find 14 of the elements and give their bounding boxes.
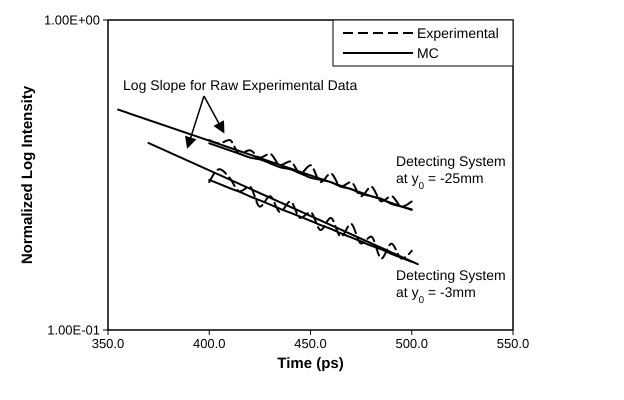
legend-label: MC [417, 45, 439, 61]
x-tick-label: 550.0 [496, 336, 530, 351]
x-tick-label: 450.0 [294, 336, 327, 351]
legend-label: Experimental [417, 25, 499, 41]
x-tick-label: 500.0 [395, 336, 428, 351]
y-tick-label: 1.00E+00 [44, 12, 100, 28]
x-axis-title: Time (ps) [277, 355, 344, 372]
annotation: Detecting System at y$_{0}$ = -3mm [396, 267, 506, 306]
y-axis-title: Normalized Log Intensity [19, 85, 36, 264]
y-tick-label: 1.00E-01 [47, 322, 100, 338]
annotation: Detecting System at y$_{0}$ = -25mm [396, 153, 506, 192]
x-tick-label: 400.0 [192, 336, 226, 351]
x-tick-label: 350.0 [92, 336, 124, 351]
annotation: Log Slope for Raw Experimental Data [123, 77, 358, 93]
